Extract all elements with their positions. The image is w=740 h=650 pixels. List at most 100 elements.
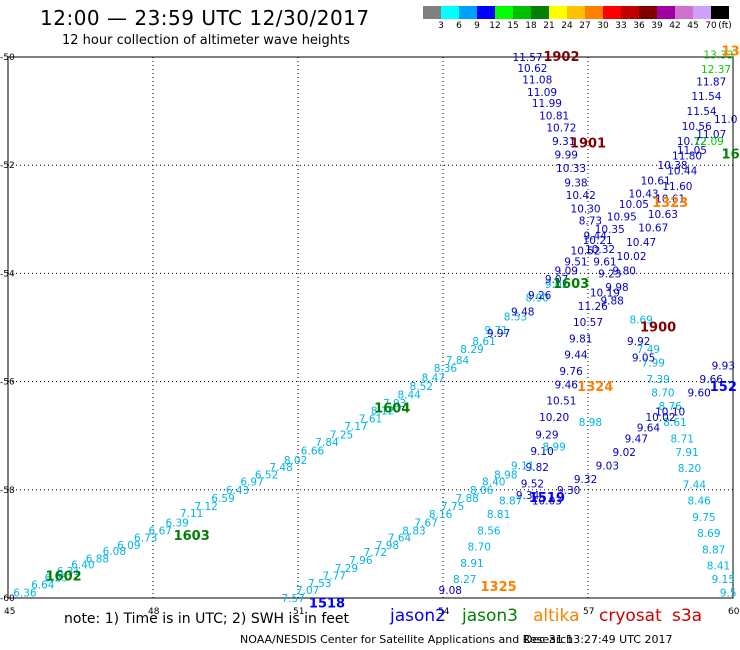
wave-height-value: 10.52 — [571, 246, 601, 258]
track-id-label: 1901 — [570, 137, 606, 152]
wave-height-value: 9.93 — [712, 360, 735, 372]
wave-height-value: 6.40 — [71, 559, 94, 571]
wave-height-value: 9.5 — [720, 588, 737, 600]
page-subtitle: 12 hour collection of altimeter wave hei… — [62, 33, 350, 48]
track-id-label: 1604 — [374, 402, 410, 417]
lon-tick-label: 48 — [148, 607, 160, 617]
wave-height-value: 7.77 — [323, 570, 346, 582]
wave-height-value: 8.20 — [678, 463, 701, 475]
wave-height-value: 8.29 — [460, 344, 483, 356]
wave-height-value: 6.52 — [255, 470, 278, 482]
track-altika-1325: 8.878.81 8.56 8.70 8.91 8.27 — [453, 496, 522, 586]
wave-height-value: 8.71 — [671, 433, 694, 445]
wave-height-value: 8.81 — [487, 509, 510, 521]
mission-s3a: s3a — [672, 606, 703, 626]
wave-height-value: 7.61 — [359, 413, 382, 425]
wave-height-value: 8.16 — [429, 509, 453, 521]
wave-height-value: 11.08 — [522, 75, 552, 87]
wave-height-value: 10.61 — [641, 175, 671, 187]
legend-label: 70 — [705, 21, 717, 31]
wave-height-value: 11.05 — [677, 145, 707, 157]
lon-tick-label: 51 — [293, 607, 304, 617]
wave-height-value: 8.46 — [687, 496, 711, 508]
wave-height-value: 9.23 — [598, 268, 621, 280]
wave-height-value: 8.76 — [658, 401, 682, 413]
wave-height-value: 9.05 — [632, 352, 655, 364]
lat-tick-label: -54 — [0, 269, 15, 279]
wave-height-value: 9.99 — [555, 149, 578, 161]
wave-height-value: 9.10 — [530, 446, 553, 458]
track-jason2-1518-1519: 7.577.077.537.777.297.967.727.987.648.83… — [281, 417, 602, 605]
wave-height-value: 10.43 — [629, 188, 659, 200]
wave-height-value: 9.11 — [511, 460, 534, 472]
legend-labels: 3 6 9 12 15 18 21 24 27 30 33 36 39 42 45 70 (ft) — [423, 19, 732, 33]
wave-height-value: 8.73 — [579, 215, 602, 227]
wave-height-value: 9.32 — [574, 474, 597, 486]
wave-height-value: 10.44 — [667, 166, 697, 178]
wave-height-value: 10.32 — [585, 244, 615, 256]
wave-height-value: 10.10 — [655, 406, 685, 418]
wave-height-value: 7.75 — [441, 501, 464, 513]
wave-height-value: 7.48 — [269, 462, 292, 474]
wave-height-value: 9.31 — [552, 136, 575, 148]
wave-height-value: 6.43 — [226, 485, 249, 497]
map-grid — [7, 56, 734, 599]
lon-tick-label: 45 — [4, 607, 15, 617]
wave-height-value: 11.57 — [513, 52, 543, 64]
track-id-label: 1518 — [309, 596, 345, 611]
wave-height-value: 8.91 — [460, 558, 483, 570]
track-id-labels: 1902 1901 1323 1603 1900 1324 1604 1519 1603 1602… — [45, 45, 739, 612]
wave-height-value: 9.02 — [545, 279, 568, 291]
wave-height-value: 7.29 — [335, 563, 358, 575]
legend-label: 15 — [507, 21, 519, 31]
legend-label: 6 — [456, 21, 462, 31]
lat-tick-label: -52 — [0, 161, 15, 171]
wave-height-value: 6.08 — [103, 546, 126, 558]
wave-height-value: 7.44 — [683, 479, 707, 491]
track-id-label: 1602 — [45, 569, 81, 584]
wave-height-value: 9.09 — [555, 266, 578, 278]
wave-height-value: 10.81 — [539, 110, 569, 122]
page-title: 12:00 — 23:59 UTC 12/30/2017 — [40, 6, 370, 30]
wave-height-value: 9.44 — [584, 231, 608, 243]
legend-swatch — [459, 6, 477, 19]
wave-height-value: 6.64 — [31, 579, 55, 591]
wave-height-value: 11.99 — [532, 98, 562, 110]
wave-height-value: 7.67 — [414, 517, 437, 529]
wave-height-value: 8.99 — [542, 442, 565, 454]
wave-height-value: 10.03 — [532, 496, 562, 508]
wave-height-value: 9.26 — [528, 290, 552, 302]
wave-height-value: 7.99 — [642, 358, 665, 370]
wave-height-value: 10.02 — [616, 251, 646, 263]
altimeter-tracks: 6.366.646.256.316.406.886.086.096.736.67… — [13, 49, 737, 605]
wave-height-value: 9.44 — [564, 350, 588, 362]
legend-swatch — [603, 6, 621, 19]
wave-height-value: 8.70 — [468, 542, 491, 554]
lat-tick-label: -56 — [0, 378, 15, 388]
wave-height-value: 9.08 — [439, 585, 462, 597]
wave-height-value: 6.36 — [13, 588, 37, 600]
wave-height-value: 13.33 — [703, 49, 733, 61]
track-jason3-1602-1603-1604: 6.366.646.256.316.406.886.086.096.736.67… — [13, 279, 568, 599]
wave-height-value: 8.87 — [702, 544, 725, 556]
legend-swatch — [549, 6, 567, 19]
legend-label: 27 — [579, 21, 591, 31]
mission-jason3: jason3 — [462, 606, 518, 626]
wave-height-value: 7.17 — [344, 421, 367, 433]
lon-tick-label: 57 — [583, 607, 594, 617]
lon-tick-label: 60 — [728, 607, 740, 617]
wave-height-value: 8.61 — [663, 417, 686, 429]
plot-frame — [7, 56, 734, 599]
wave-height-value: 8.40 — [482, 477, 505, 489]
wave-height-value: 10.20 — [539, 412, 569, 424]
wave-height-value: 7.72 — [364, 547, 387, 559]
wave-height-value: 8.47 — [422, 372, 445, 384]
mission-cryosat: cryosat — [599, 606, 662, 626]
lat-tick-label: -60 — [0, 594, 15, 604]
wave-height-value: 10.30 — [571, 203, 601, 215]
wave-height-value: 10.72 — [677, 136, 707, 148]
wave-height-value: 6.59 — [211, 493, 234, 505]
wave-height-value: 7.88 — [455, 493, 478, 505]
wave-height-value: 10.21 — [583, 235, 613, 247]
